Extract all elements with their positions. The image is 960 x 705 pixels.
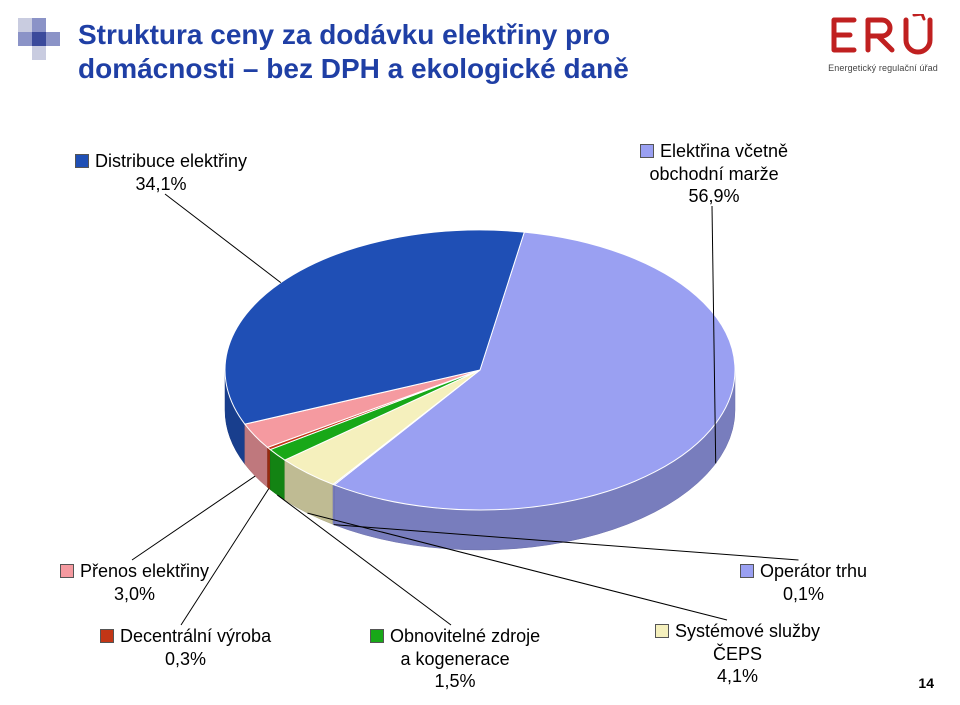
swatch-operator <box>740 564 754 578</box>
leader-distribuce <box>165 194 281 283</box>
label-prenos: Přenos elektřiny3,0% <box>60 560 209 605</box>
eru-logo: Energetický regulační úřad <box>828 14 938 73</box>
logo-subtitle: Energetický regulační úřad <box>828 63 938 73</box>
label-decentralni: Decentrální výroba0,3% <box>100 625 271 670</box>
swatch-prenos <box>60 564 74 578</box>
swatch-elektrina <box>640 144 654 158</box>
page-title: Struktura ceny za dodávku elektřiny pro … <box>78 18 708 86</box>
leader-prenos <box>132 476 255 560</box>
pie-chart: Distribuce elektřiny34,1% Elektřina včetn… <box>0 110 960 665</box>
label-elektrina: Elektřina včetněobchodní marže56,9% <box>640 140 788 208</box>
label-sluzby: Systémové službyČEPS4,1% <box>655 620 820 688</box>
label-distribuce: Distribuce elektřiny34,1% <box>75 150 247 195</box>
label-operator: Operátor trhu0,1% <box>740 560 867 605</box>
swatch-sluzby <box>655 624 669 638</box>
page-number: 14 <box>918 675 934 691</box>
swatch-distribuce <box>75 154 89 168</box>
label-obnovitelne: Obnovitelné zdrojea kogenerace1,5% <box>370 625 540 693</box>
swatch-decentralni <box>100 629 114 643</box>
swatch-obnovitelne <box>370 629 384 643</box>
title-decoration <box>18 18 70 70</box>
